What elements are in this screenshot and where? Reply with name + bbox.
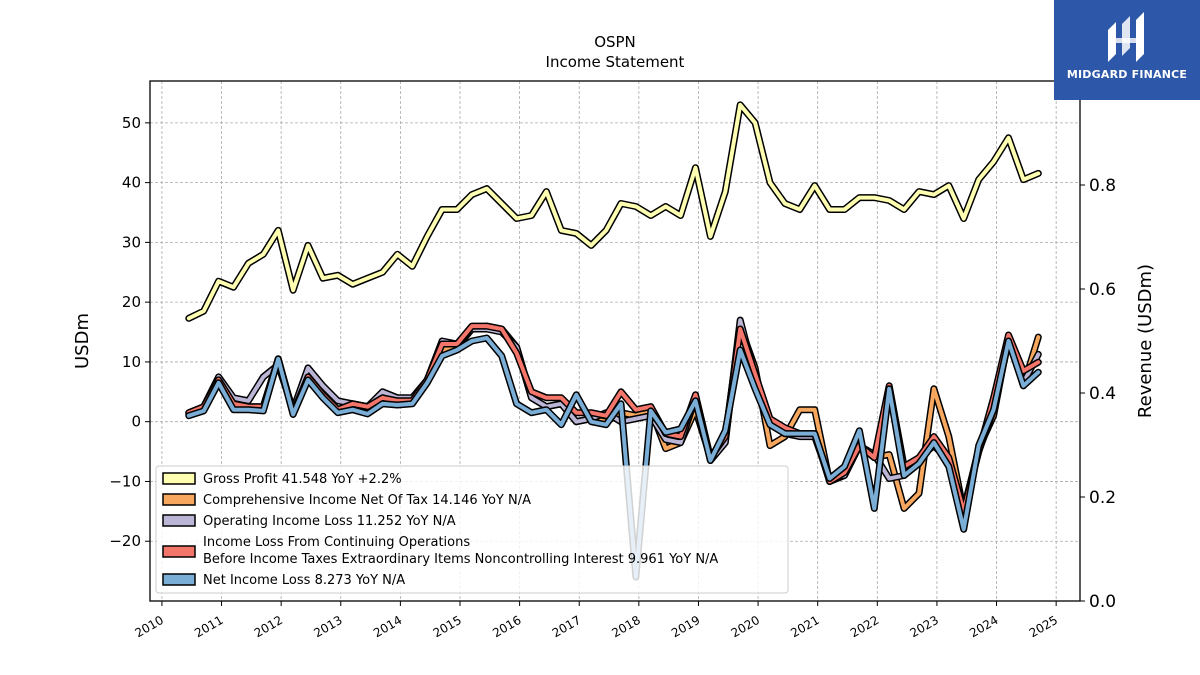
y-axis-label-right: Revenue (USDm) xyxy=(1135,264,1156,418)
series-line-gross-profit xyxy=(186,102,1041,321)
legend-label-income-before-taxes-line1: Income Loss From Continuing Operations xyxy=(203,535,470,550)
x-tick-label: 2021 xyxy=(788,613,821,640)
y-tick-label: 0 xyxy=(131,413,141,431)
y-axis-label-left: USDm xyxy=(72,313,93,369)
legend-swatch-operating-income xyxy=(162,514,196,527)
y-right-tick-label: 0.0 xyxy=(1089,592,1116,612)
legend-label-net-income: Net Income Loss 8.273 YoY N/A xyxy=(203,573,405,588)
x-tick-label: 2011 xyxy=(192,613,225,640)
x-tick-label: 2014 xyxy=(371,613,404,640)
x-tick-label: 2020 xyxy=(729,613,762,640)
x-tick-label: 2012 xyxy=(252,613,285,640)
y-right-tick-label: 0.4 xyxy=(1089,384,1116,404)
y-right-tick-label: 0.8 xyxy=(1089,176,1116,196)
y-axis-left: −20 −10 0 10 20 30 40 50 xyxy=(109,114,150,550)
brand-logo-icon xyxy=(1108,12,1144,62)
x-axis: 2010 2011 2012 2013 2014 2015 2016 2017 2018 2019… xyxy=(133,601,1060,640)
legend-label-gross-profit: Gross Profit 41.548 YoY +2.2% xyxy=(203,472,402,487)
legend-label-income-before-taxes-line2: Before Income Taxes Extraordinary Items … xyxy=(203,552,718,567)
x-tick-label: 2023 xyxy=(908,613,941,640)
chart-title: OSPN xyxy=(594,33,636,51)
y-axis-right: 0.0 0.2 0.4 0.6 0.8 xyxy=(1080,176,1116,612)
brand-logo-text: MIDGARD FINANCE xyxy=(1066,68,1188,81)
y-tick-label: 10 xyxy=(122,353,141,371)
y-tick-label: 30 xyxy=(122,233,141,251)
x-tick-label: 2024 xyxy=(967,613,1000,640)
plot-frame xyxy=(149,80,1081,602)
legend-box xyxy=(155,465,789,594)
legend-label-comprehensive-income: Comprehensive Income Net Of Tax 14.146 Y… xyxy=(203,493,531,508)
y-tick-label: −10 xyxy=(109,472,141,490)
legend-swatch-income-before-taxes xyxy=(162,545,196,558)
x-tick-label: 2015 xyxy=(431,613,464,640)
x-tick-label: 2022 xyxy=(848,613,881,640)
x-tick-label: 2025 xyxy=(1027,613,1060,640)
legend-label-operating-income: Operating Income Loss 11.252 YoY N/A xyxy=(203,514,456,529)
grid xyxy=(150,81,1080,601)
brand-logo: MIDGARD FINANCE xyxy=(1054,0,1200,100)
y-tick-label: 20 xyxy=(122,293,141,311)
y-tick-label: 40 xyxy=(122,174,141,192)
x-tick-label: 2010 xyxy=(133,613,166,640)
series-outline-gross-profit xyxy=(185,101,1042,322)
x-tick-label: 2016 xyxy=(490,613,523,640)
x-tick-label: 2013 xyxy=(311,613,344,640)
y-tick-label: −20 xyxy=(109,532,141,550)
legend-swatch-comprehensive-income xyxy=(162,493,196,506)
x-tick-label: 2018 xyxy=(609,613,642,640)
y-right-tick-label: 0.6 xyxy=(1089,280,1116,300)
chart-subtitle: Income Statement xyxy=(546,53,685,71)
legend-swatch-gross-profit xyxy=(162,472,196,485)
y-right-tick-label: 0.2 xyxy=(1089,488,1116,508)
x-tick-label: 2017 xyxy=(550,613,583,640)
x-tick-label: 2019 xyxy=(669,613,702,640)
series-line-net-income xyxy=(186,336,1041,580)
legend-swatch-net-income xyxy=(162,573,196,586)
legend: Gross Profit 41.548 YoY +2.2% Comprehens… xyxy=(155,465,789,594)
series-lines xyxy=(185,101,1042,581)
y-tick-label: 50 xyxy=(122,114,141,132)
